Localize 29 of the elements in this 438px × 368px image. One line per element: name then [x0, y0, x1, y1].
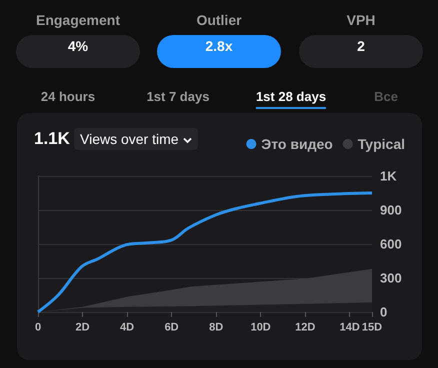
- text: 1st 28 days: [256, 89, 326, 109]
- text: 4%: [68, 38, 88, 54]
- legend-label: Это видео: [261, 136, 333, 152]
- legend-label: Typical: [358, 136, 405, 152]
- text: VPH: [346, 12, 376, 28]
- y-tick-label: 0: [380, 304, 388, 320]
- x-tick-label: 14D: [340, 322, 360, 334]
- x-tick-label: 10D: [250, 322, 271, 334]
- y-tick-label: 600: [380, 236, 402, 252]
- y-tick-label: 900: [380, 202, 402, 218]
- chart-title: Views over time: [74, 128, 198, 150]
- text: 24 hours: [40, 89, 96, 104]
- x-tick-label: 0: [34, 322, 42, 334]
- x-tick-label: 2D: [76, 322, 90, 334]
- x-tick-label: 4D: [120, 322, 134, 334]
- x-tick-label: 6D: [164, 322, 179, 334]
- text: 1.1K: [34, 129, 70, 149]
- y-tick-label: 1K: [380, 168, 398, 184]
- text: 2.8x: [205, 38, 233, 54]
- line-series: [36, 192, 374, 314]
- x-tick-label: 15D: [362, 322, 382, 334]
- x-tick-label: 12D: [295, 322, 316, 334]
- text: 2: [357, 38, 365, 54]
- text: Все: [374, 89, 398, 104]
- text: 1st 7 days: [146, 89, 210, 104]
- y-tick-label: 300: [380, 270, 402, 286]
- text: Outlier: [196, 12, 242, 28]
- text: Engagement: [36, 12, 120, 28]
- x-tick-label: 8D: [209, 322, 224, 334]
